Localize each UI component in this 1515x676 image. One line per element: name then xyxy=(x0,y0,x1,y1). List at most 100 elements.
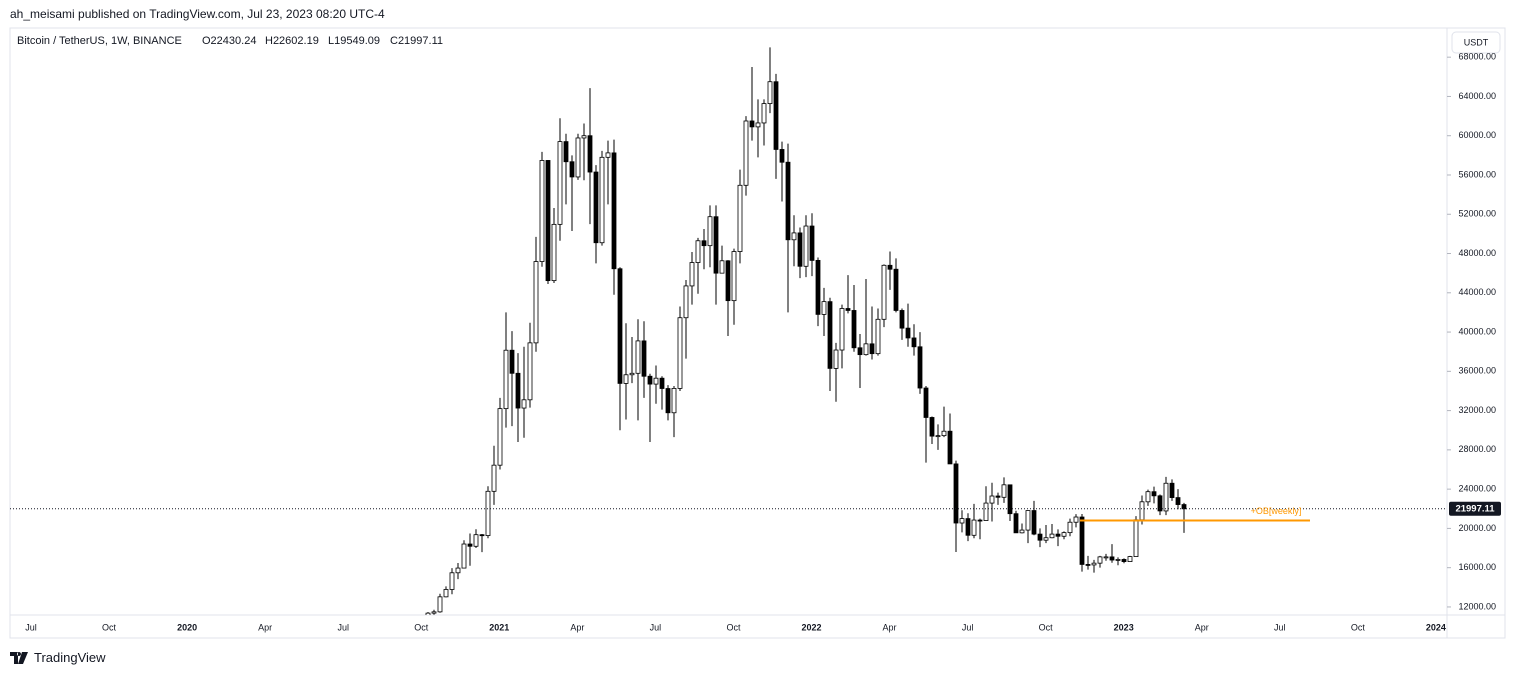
candle-body xyxy=(809,225,815,261)
y-tick-label: 68000.00 xyxy=(1458,52,1496,62)
x-tick-label: Oct xyxy=(414,622,429,632)
y-tick-label: 24000.00 xyxy=(1458,484,1496,494)
candle-body xyxy=(761,103,767,124)
candle-body xyxy=(1115,559,1121,561)
candle-body xyxy=(473,534,479,547)
candle-body xyxy=(977,519,983,522)
candle-body xyxy=(671,388,677,414)
x-tick-label: Oct xyxy=(1039,622,1054,632)
candle-body xyxy=(935,435,941,438)
x-tick-label: 2024 xyxy=(1426,622,1446,632)
candle-body xyxy=(1073,516,1079,523)
y-tick-label: 40000.00 xyxy=(1458,326,1496,336)
candle-body xyxy=(749,120,755,128)
candle-body xyxy=(863,343,869,356)
candle-body xyxy=(527,342,533,401)
candle-body xyxy=(1151,491,1157,497)
candle-body xyxy=(611,152,617,270)
candle-body xyxy=(533,261,539,344)
candle-body xyxy=(641,340,647,377)
candle-body xyxy=(617,268,623,384)
candle-body xyxy=(1067,521,1073,534)
candle-body xyxy=(779,149,785,163)
ohlc-close: C21997.11 xyxy=(390,35,443,47)
y-tick-label: 48000.00 xyxy=(1458,248,1496,258)
y-tick-label: 52000.00 xyxy=(1458,209,1496,219)
candle-body xyxy=(815,259,821,315)
candle-body xyxy=(1163,482,1169,512)
candle-body xyxy=(887,264,893,270)
candle-body xyxy=(857,347,863,356)
y-tick-label: 56000.00 xyxy=(1458,169,1496,179)
x-tick-label: Apr xyxy=(258,622,272,632)
candle-body xyxy=(971,519,977,536)
logo xyxy=(10,651,28,664)
candle-body xyxy=(899,310,905,329)
x-tick-label: 2021 xyxy=(489,622,509,632)
candle-body xyxy=(701,240,707,247)
candle-body xyxy=(1091,562,1097,566)
candle-body xyxy=(503,349,509,410)
candle-body xyxy=(713,216,719,274)
candle-body xyxy=(467,543,473,547)
candle-body xyxy=(551,223,557,282)
candle-body xyxy=(1181,504,1187,510)
y-tick-label: 28000.00 xyxy=(1458,444,1496,454)
candle-body xyxy=(893,268,899,311)
candle-body xyxy=(521,399,527,409)
candle-body xyxy=(497,408,503,466)
x-tick-label: Oct xyxy=(726,622,741,632)
candle-body xyxy=(635,340,641,374)
candle-body xyxy=(1157,495,1163,512)
x-tick-label: Apr xyxy=(883,622,897,632)
currency-button[interactable] xyxy=(1451,31,1501,54)
x-tick-label: Jul xyxy=(962,622,974,632)
candle-body xyxy=(647,375,653,385)
candle-body xyxy=(767,81,773,105)
candle-body xyxy=(1025,510,1031,531)
candle-body xyxy=(479,534,485,537)
candle-body xyxy=(425,612,431,615)
candle-body xyxy=(1079,516,1085,565)
y-tick-label: 60000.00 xyxy=(1458,130,1496,140)
candle-body xyxy=(917,346,923,389)
ohlc-high: H22602.19 xyxy=(265,35,319,47)
x-tick-label: Apr xyxy=(1195,622,1209,632)
candle-body xyxy=(695,240,701,263)
candle-body xyxy=(689,262,695,287)
candle-body xyxy=(605,152,611,158)
currency-label[interactable]: USDT xyxy=(1464,37,1489,47)
candle-body xyxy=(1061,532,1067,537)
candle-body xyxy=(1133,519,1139,557)
candle-body xyxy=(1145,491,1151,503)
x-tick-label: 2020 xyxy=(177,622,197,632)
candle-body xyxy=(581,135,587,139)
chart-frame xyxy=(9,27,1506,639)
candle-body xyxy=(443,589,449,598)
candle-body xyxy=(905,327,911,339)
candle-body xyxy=(821,301,827,315)
x-tick-label: Jul xyxy=(25,622,37,632)
candle-body xyxy=(485,490,491,536)
ohlc-low: L19549.09 xyxy=(328,35,380,47)
candle-body xyxy=(827,301,833,369)
candle-body xyxy=(953,463,959,524)
candle-body xyxy=(1127,556,1133,562)
candle-body xyxy=(1043,537,1049,541)
candle-body xyxy=(569,161,575,178)
publisher-line: ah_meisami published on TradingView.com,… xyxy=(10,7,385,21)
x-tick-label: 2023 xyxy=(1114,622,1134,632)
candle-body xyxy=(515,372,521,409)
candle-body xyxy=(773,81,779,150)
candle-body xyxy=(1175,497,1181,505)
candle-body xyxy=(1169,482,1175,498)
candle-body xyxy=(995,495,1001,498)
candle-body xyxy=(683,285,689,319)
y-tick-label: 12000.00 xyxy=(1458,601,1496,611)
candle-body xyxy=(1139,501,1145,521)
candle-body xyxy=(707,216,713,247)
candle-body xyxy=(983,502,989,521)
candle-body xyxy=(725,260,731,302)
candle-body xyxy=(989,495,995,504)
